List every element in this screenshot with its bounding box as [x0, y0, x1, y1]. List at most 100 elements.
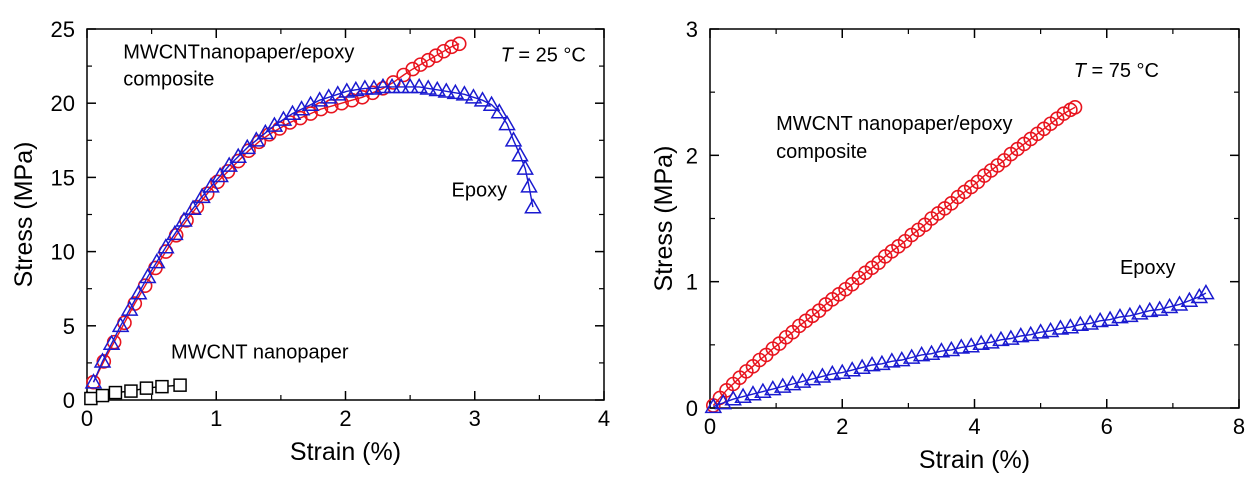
data-point-triangle [120, 300, 139, 316]
series-square [84, 378, 187, 406]
y-tick-label: 15 [51, 165, 75, 190]
series-triangle [84, 77, 542, 389]
data-point-triangle [823, 364, 842, 381]
data-point-triangle [511, 146, 529, 162]
data-point-circle [405, 61, 421, 77]
data-point-triangle [1150, 300, 1169, 316]
data-point-square [155, 379, 169, 394]
y-tick-label: 10 [51, 240, 75, 265]
data-point-triangle [1121, 306, 1139, 323]
y-tick-label: 25 [51, 17, 75, 42]
x-tick-label: 6 [1101, 414, 1113, 439]
data-point-triangle [863, 356, 881, 372]
data-point-triangle [473, 91, 492, 107]
data-point-triangle [157, 238, 175, 254]
data-point-triangle [211, 166, 229, 183]
data-point-triangle [490, 103, 509, 119]
data-point-triangle [724, 390, 742, 406]
data-point-triangle [853, 358, 871, 374]
data-point-triangle [202, 177, 220, 193]
data-point-triangle [1160, 297, 1179, 314]
data-point-triangle [238, 138, 257, 155]
chart-panel-2: 0 2 4 6 8 0 1 2 3 Strain (%) Stress (MPa) T = 75 °C… [650, 17, 1245, 474]
data-point-triangle [292, 100, 311, 116]
data-point-triangle [912, 345, 931, 362]
data-point-triangle [446, 83, 465, 100]
data-point-triangle [401, 77, 419, 94]
data-point-triangle [175, 211, 193, 227]
data-point-triangle [1081, 314, 1100, 330]
annotation-label: composite [776, 141, 867, 163]
data-point-triangle [833, 363, 852, 380]
data-point-square [139, 381, 154, 395]
x-axis-title: Strain (%) [290, 438, 401, 466]
data-point-triangle [184, 199, 202, 215]
annotation-label: T = 75 °C [1074, 60, 1159, 82]
data-point-triangle [410, 77, 428, 94]
y-axis-title: Stress (MPa) [650, 146, 678, 292]
data-point-triangle [392, 77, 410, 94]
data-point-triangle [1061, 318, 1080, 334]
data-point-triangle [356, 79, 374, 95]
data-point-triangle [1041, 321, 1060, 338]
data-point-triangle [256, 123, 275, 140]
data-point-triangle [504, 131, 523, 147]
data-point-circle [451, 36, 467, 52]
data-point-triangle [102, 334, 121, 350]
data-point-triangle [734, 387, 752, 404]
data-point-triangle [982, 333, 1000, 349]
data-point-triangle [932, 342, 951, 358]
y-tick-label: 5 [63, 314, 75, 339]
data-point-triangle [1111, 308, 1129, 324]
data-point-triangle [374, 77, 392, 94]
data-point-triangle [301, 95, 320, 112]
data-point-circle [413, 57, 428, 72]
annotation-label: MWCNT nanopaper/epoxy [776, 113, 1012, 135]
data-point-triangle [419, 79, 438, 95]
y-tick-label: 1 [686, 270, 698, 295]
x-tick-label: 4 [968, 414, 980, 439]
data-point-triangle [1051, 319, 1070, 335]
data-point-triangle [843, 361, 861, 377]
data-point-triangle [437, 82, 456, 98]
data-point-triangle [111, 316, 130, 333]
series-circle [706, 100, 1083, 413]
data-point-triangle [892, 350, 911, 367]
data-point-triangle [464, 88, 483, 104]
data-point-triangle [129, 284, 148, 300]
data-point-triangle [1002, 329, 1020, 345]
data-point-triangle [498, 114, 516, 131]
data-point-triangle [220, 156, 238, 172]
data-point-triangle [93, 352, 112, 368]
annotation-label: Epoxy [1120, 257, 1176, 279]
data-point-triangle [520, 177, 538, 193]
data-point-triangle [193, 187, 211, 204]
data-point-triangle [942, 340, 961, 357]
data-point-square [173, 378, 187, 392]
data-point-triangle [972, 334, 990, 350]
x-tick-label: 2 [339, 406, 351, 431]
data-point-triangle [1131, 304, 1149, 320]
y-tick-label: 0 [63, 388, 75, 413]
data-point-triangle [873, 354, 891, 371]
data-point-triangle [744, 385, 762, 401]
data-point-triangle [229, 147, 248, 163]
data-point-square [84, 391, 98, 406]
data-point-square [95, 388, 110, 403]
data-point-triangle [84, 373, 103, 389]
x-axis-title: Strain (%) [919, 446, 1030, 474]
x-tick-label: 8 [1233, 414, 1245, 439]
data-point-triangle [455, 85, 474, 101]
x-tick-label: 1 [210, 406, 222, 431]
chart-panel-1: 0 1 2 3 4 0 5 10 15 20 25 Strain (%) Stress (MPa) MWC… [10, 17, 610, 466]
data-point-triangle [428, 80, 447, 97]
data-point-triangle [383, 77, 401, 94]
annotation-label: composite [123, 68, 214, 90]
y-tick-label: 20 [51, 91, 75, 116]
x-tick-label: 2 [836, 414, 848, 439]
data-point-triangle [803, 369, 822, 386]
data-point-circle [199, 186, 215, 202]
data-point-triangle [754, 382, 772, 398]
data-point-triangle [764, 380, 782, 396]
